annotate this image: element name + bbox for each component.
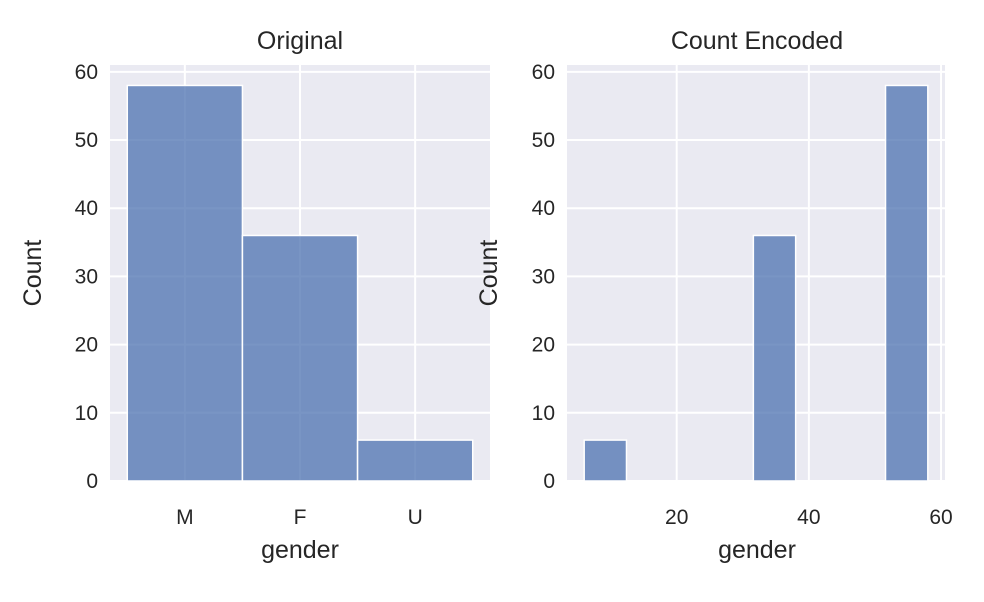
y-tick-label: 50	[75, 129, 98, 152]
x-ticks-count-encoded: 20 40 60	[665, 506, 953, 529]
y-tick-label: 0	[86, 470, 98, 493]
x-axis-label-original: gender	[261, 536, 339, 564]
y-tick-label: 10	[75, 402, 98, 425]
y-tick-label: 40	[532, 197, 555, 220]
y-tick-label: 40	[75, 197, 98, 220]
chart-original: 0 10 20 30 40 50 60 M F U Original gender Count	[19, 27, 490, 564]
y-tick-label: 60	[532, 61, 555, 84]
y-ticks-original: 0 10 20 30 40 50 60	[75, 61, 98, 493]
y-tick-label: 60	[75, 61, 98, 84]
y-tick-label: 30	[75, 265, 98, 288]
y-tick-label: 0	[543, 470, 555, 493]
x-tick-label: M	[176, 506, 194, 529]
bar-F	[241, 234, 359, 482]
chart-title-count-encoded: Count Encoded	[671, 27, 843, 55]
y-tick-label: 50	[532, 129, 555, 152]
bars-count-encoded	[583, 84, 929, 482]
y-axis-label-count-encoded: Count	[475, 240, 503, 307]
chart-count-encoded: 0 10 20 30 40 50 60 20 40 60 Count Encoded gende…	[475, 27, 953, 564]
histogram-bar-1	[752, 234, 797, 482]
y-tick-label: 30	[532, 265, 555, 288]
y-ticks-count-encoded: 0 10 20 30 40 50 60	[532, 61, 555, 493]
x-axis-label-count-encoded: gender	[718, 536, 796, 564]
y-axis-label-original: Count	[19, 240, 47, 307]
histogram-bar-0	[583, 439, 628, 482]
y-tick-label: 10	[532, 402, 555, 425]
x-tick-label: 40	[797, 506, 820, 529]
x-tick-label: F	[294, 506, 307, 529]
chart-title-original: Original	[257, 27, 343, 55]
bars-original	[126, 84, 474, 482]
x-tick-label: U	[408, 506, 423, 529]
y-tick-label: 20	[75, 334, 98, 357]
x-tick-label: 20	[665, 506, 688, 529]
histogram-bar-2	[884, 84, 929, 482]
y-tick-label: 20	[532, 334, 555, 357]
bar-M	[126, 84, 244, 482]
x-tick-label: 60	[929, 506, 952, 529]
bar-U	[356, 439, 474, 482]
